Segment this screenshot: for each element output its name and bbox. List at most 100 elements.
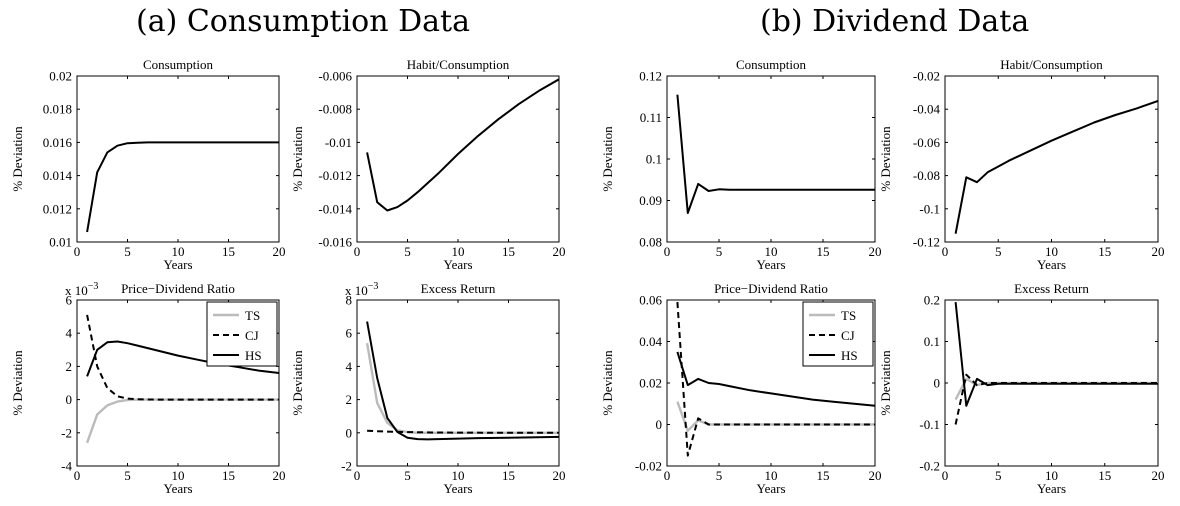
- y-tick-label: -0.04: [913, 102, 941, 117]
- subplot-b-consumption: 0 5 10 15 20 0.08 0.09 0.1 0.11 0.12 Consumption Ye…: [600, 57, 882, 272]
- x-tick-label: 15: [817, 468, 830, 483]
- y-tick-label: -0.1: [919, 201, 940, 216]
- group-title-consumption-data: (a) Consumption Data: [136, 4, 470, 39]
- legend-label-cj: CJ: [245, 328, 259, 343]
- plot-frame: [356, 299, 560, 467]
- legend-label-cj: CJ: [841, 328, 855, 343]
- x-axis-label: Years: [1037, 257, 1066, 272]
- x-tick-label: 20: [869, 468, 882, 483]
- y-tick-label: -0.12: [913, 235, 940, 250]
- legend-label-ts: TS: [841, 308, 856, 323]
- legend-label-hs: HS: [245, 348, 262, 363]
- y-tick-label: 0.018: [43, 102, 72, 117]
- axis-exponent-label: x 10−3: [345, 281, 378, 298]
- x-tick-label: 5: [716, 468, 723, 483]
- y-tick-label: 0.1: [924, 334, 940, 349]
- y-tick-label: 4: [66, 326, 73, 341]
- y-tick-label: -0.008: [318, 102, 352, 117]
- y-axis-label: % Deviation: [878, 126, 893, 192]
- subplot-title: Excess Return: [421, 281, 496, 296]
- y-tick-label: 8: [346, 293, 353, 308]
- y-tick-label: -0.01: [325, 135, 352, 150]
- x-tick-label: 15: [222, 244, 235, 259]
- x-tick-label: 10: [452, 468, 465, 483]
- y-tick-label: 0: [346, 425, 353, 440]
- y-tick-label: 0.06: [639, 293, 662, 308]
- x-tick-label: 5: [995, 244, 1002, 259]
- y-axis-label: % Deviation: [290, 126, 305, 192]
- subplot-a-price-dividend-ratio: 0 5 10 15 20 -4 -2 0 2 4 6 Price−Dividend Ratio Year…: [10, 281, 286, 496]
- x-axis-label: Years: [756, 257, 785, 272]
- series-line-hs: [954, 301, 1158, 407]
- y-axis-label: % Deviation: [290, 350, 305, 416]
- x-tick-label: 15: [817, 244, 830, 259]
- plot-frame: [666, 75, 876, 243]
- x-tick-label: 0: [354, 244, 361, 259]
- y-tick-label: 0.016: [43, 135, 73, 150]
- x-axis-label: Years: [443, 257, 472, 272]
- x-axis-label: Years: [756, 481, 785, 496]
- x-tick-label: 0: [664, 244, 671, 259]
- subplot-b-price-dividend-ratio: 0 5 10 15 20-0.0200.020.040.06Price−Dividend…: [600, 281, 882, 496]
- plot-frame: [76, 75, 280, 243]
- y-tick-label: 0: [656, 417, 663, 432]
- series-line-data: [676, 94, 875, 214]
- subplot-title: Consumption: [736, 57, 807, 72]
- y-tick-label: 0.012: [43, 201, 72, 216]
- x-tick-label: 5: [124, 244, 131, 259]
- y-tick-label: -4: [61, 459, 72, 474]
- series-line-data: [86, 141, 279, 233]
- y-tick-label: -0.016: [318, 235, 352, 250]
- y-tick-label: 0.09: [639, 193, 662, 208]
- group-title-dividend-data: (b) Dividend Data: [760, 4, 1030, 39]
- y-axis-label: % Deviation: [600, 126, 615, 192]
- x-tick-label: 20: [553, 244, 566, 259]
- x-tick-label: 10: [172, 244, 185, 259]
- x-tick-label: 15: [222, 468, 235, 483]
- x-tick-label: 10: [1045, 468, 1058, 483]
- y-tick-label: -0.014: [318, 201, 352, 216]
- legend-label-hs: HS: [841, 348, 858, 363]
- y-tick-label: 0.2: [924, 293, 940, 308]
- y-tick-label: 2: [346, 392, 353, 407]
- series-line-data: [366, 78, 559, 212]
- y-tick-label: 0: [66, 392, 73, 407]
- y-tick-label: 0.11: [640, 110, 662, 125]
- y-tick-label: 0.1: [646, 152, 662, 167]
- subplot-title: Excess Return: [1014, 281, 1089, 296]
- subplot-title: Consumption: [143, 57, 214, 72]
- x-tick-label: 0: [942, 468, 949, 483]
- y-tick-label: -0.06: [913, 135, 941, 150]
- subplot-title: Habit/Consumption: [407, 57, 510, 72]
- x-axis-label: Years: [443, 481, 472, 496]
- series-line-hs: [86, 340, 279, 377]
- y-tick-label: 0.014: [43, 168, 73, 183]
- x-tick-label: 10: [172, 468, 185, 483]
- series-line-cj: [676, 302, 875, 457]
- legend: TS CJ HS: [206, 301, 278, 367]
- x-tick-label: 20: [273, 468, 286, 483]
- y-tick-label: -0.2: [919, 459, 940, 474]
- subplot-title: Price−Dividend Ratio: [714, 281, 828, 296]
- y-axis-label: % Deviation: [10, 350, 25, 416]
- legend: TS CJ HS: [802, 301, 874, 367]
- series-line-ts: [85, 398, 279, 444]
- y-tick-label: 0.04: [639, 334, 662, 349]
- x-tick-label: 20: [553, 468, 566, 483]
- axis-exponent-label: x 10−3: [65, 281, 98, 298]
- y-tick-label: -2: [341, 459, 352, 474]
- series-line-hs: [366, 321, 559, 441]
- y-tick-label: 0: [934, 376, 941, 391]
- subplot-b-excess-return: 0 5 10 15 20 -0.2 -0.1 0 0.1 0.2 Excess Return Year…: [878, 281, 1165, 496]
- x-axis-label: Years: [163, 257, 192, 272]
- subplot-title: Habit/Consumption: [1000, 57, 1103, 72]
- x-tick-label: 15: [1098, 468, 1111, 483]
- y-tick-label: -0.02: [913, 69, 940, 84]
- y-axis-label: % Deviation: [10, 126, 25, 192]
- x-tick-label: 15: [502, 468, 515, 483]
- x-tick-label: 0: [74, 244, 81, 259]
- y-tick-label: 6: [66, 293, 73, 308]
- x-tick-label: 20: [273, 244, 286, 259]
